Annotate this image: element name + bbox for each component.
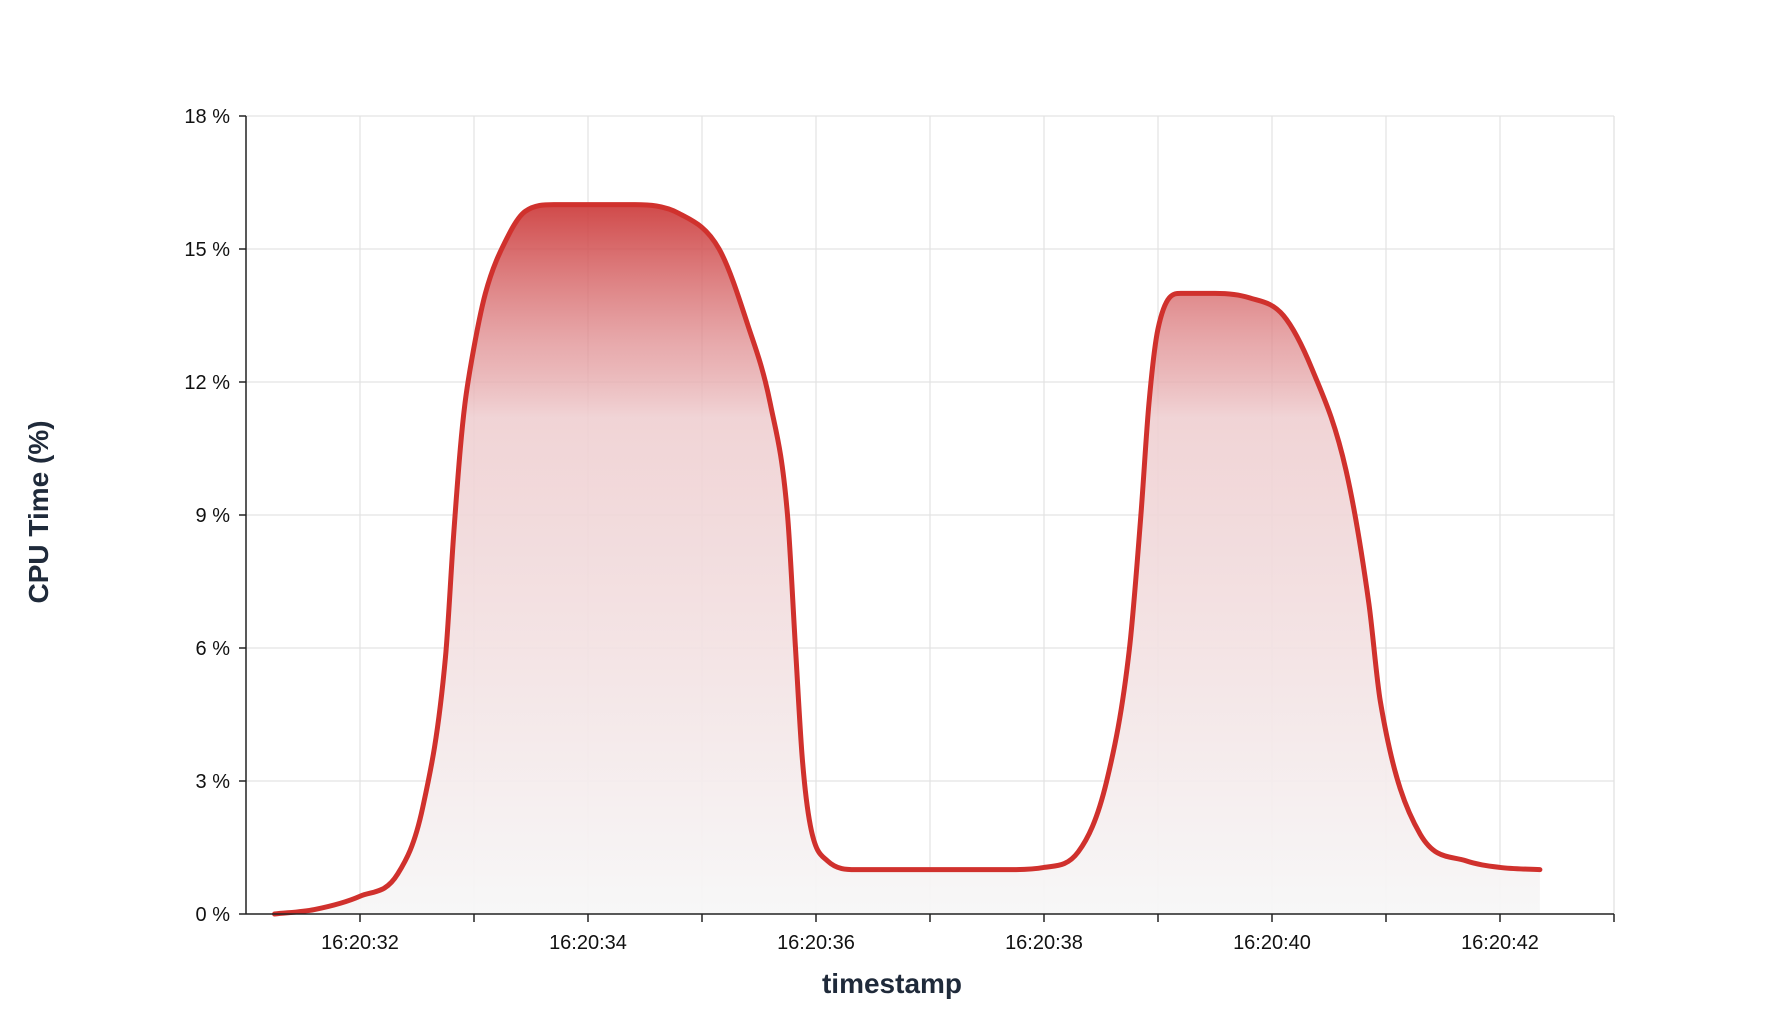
x-tick-label: 16:20:40 xyxy=(1233,932,1311,954)
x-axis-title: timestamp xyxy=(822,968,962,999)
y-tick-label: 6 % xyxy=(196,638,231,660)
x-axis-ticks: 16:20:32 16:20:34 16:20:36 16:20:38 16:20:40… xyxy=(321,914,1615,954)
x-tick-label: 16:20:34 xyxy=(549,932,627,954)
x-tick-label: 16:20:36 xyxy=(777,932,855,954)
y-tick-label: 9 % xyxy=(196,505,231,527)
x-tick-label: 16:20:32 xyxy=(321,932,399,954)
y-tick-label: 0 % xyxy=(196,904,231,926)
y-axis-title: CPU Time (%) xyxy=(23,420,54,603)
y-tick-label: 12 % xyxy=(184,372,230,394)
cpu-series-line xyxy=(272,202,1543,917)
y-axis-ticks: 0 % 3 % 6 % 9 % 12 % 15 % 18 % xyxy=(184,106,246,926)
x-tick-label: 16:20:38 xyxy=(1005,932,1083,954)
cpu-area-fill xyxy=(274,204,1540,915)
y-tick-label: 3 % xyxy=(196,771,231,793)
y-tick-label: 18 % xyxy=(184,106,230,128)
y-tick-label: 15 % xyxy=(184,239,230,261)
x-tick-label: 16:20:42 xyxy=(1461,932,1539,954)
